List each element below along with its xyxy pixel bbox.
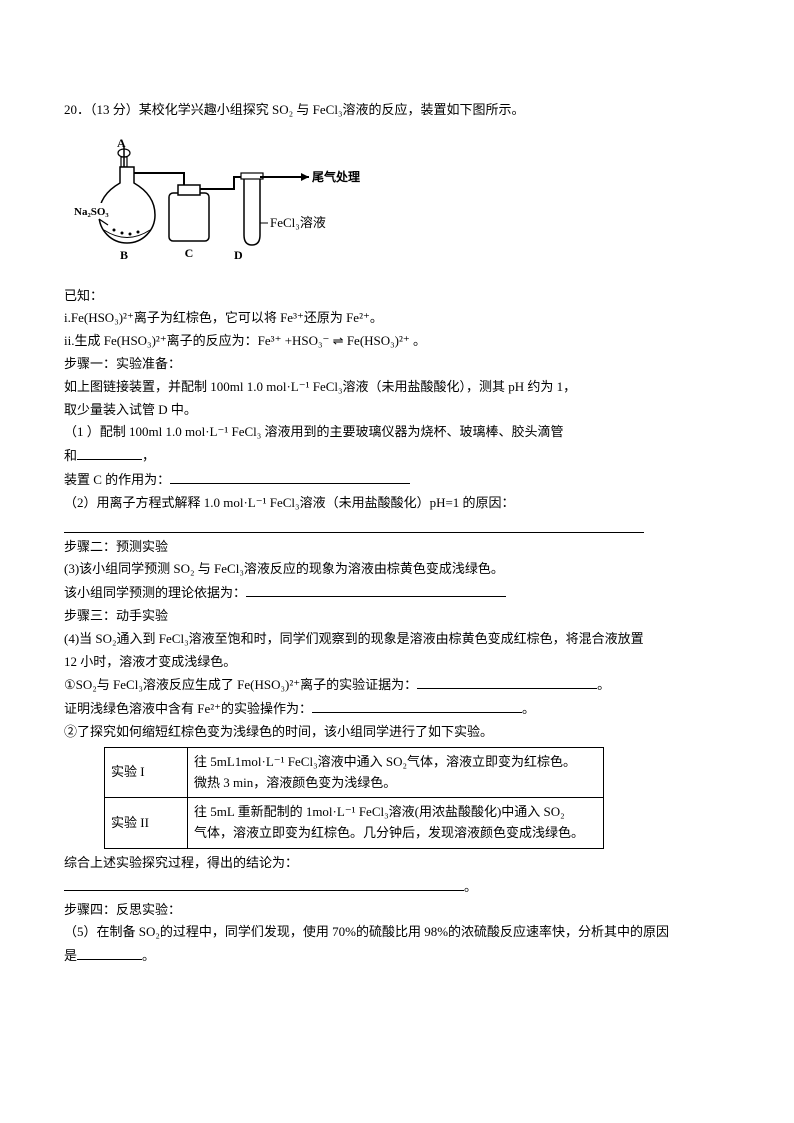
tail-gas-label: 尾气处理: [312, 169, 360, 184]
exp1-l1: 往 5mL1mol·L⁻¹ FeCl₃溶液中通入 SO₂气体，溶液立即变为红棕色…: [194, 752, 597, 773]
step3-q4a: (4)当 SO₂通入到 FeCl₃溶液至饱和时，同学们观察到的现象是溶液由棕黄色…: [64, 629, 730, 650]
table-row: 实验 II 往 5mL 重新配制的 1mol·L⁻¹ FeCl₃溶液(用浓盐酸酸…: [105, 798, 604, 849]
step3-q4c: ①SO₂与 FeCl₃溶液反应生成了 Fe(HSO₃)²⁺离子的实验证据为：。: [64, 674, 730, 696]
step3-q4b: 12 小时，溶液才变成浅绿色。: [64, 652, 730, 673]
question-intro: 某校化学兴趣小组探究 SO₂ 与 FeCl₃溶液的反应，装置如下图所示。: [139, 102, 525, 117]
q5b-text: 是: [64, 948, 77, 963]
step2-title: 步骤二：预测实验: [64, 537, 730, 558]
conclusion-line: 综合上述实验探究过程，得出的结论为：: [64, 853, 730, 874]
question-points: （13 分）: [90, 102, 139, 117]
table-row: 实验 I 往 5mL1mol·L⁻¹ FeCl₃溶液中通入 SO₂气体，溶液立即…: [105, 747, 604, 798]
blank-c-purpose: [170, 469, 410, 484]
exp1-l2: 微热 3 min，溶液颜色变为浅绿色。: [194, 773, 597, 794]
blank-evidence: [417, 674, 597, 689]
known-ii: ii.生成 Fe(HSO₃)²⁺离子的反应为：Fe³⁺ +HSO₃⁻ ⇌ Fe(…: [64, 331, 730, 352]
known-header: 已知：: [64, 286, 730, 307]
blank-reason: [77, 945, 142, 960]
blank-instrument: [77, 445, 142, 460]
q3b-text: 该小组同学预测的理论依据为：: [64, 585, 246, 600]
exp2-desc: 往 5mL 重新配制的 1mol·L⁻¹ FeCl₃溶液(用浓盐酸酸化)中通入 …: [188, 798, 604, 849]
blank-conclusion: [64, 876, 464, 891]
q1-text-a: （1 ）配制 100ml 1.0 mol·L⁻¹ FeCl₃ 溶液用到的主要玻璃…: [64, 424, 564, 439]
label-b: B: [120, 248, 128, 262]
step3-q4e: ②了探究如何缩短红棕色变为浅绿色的时间，该小组同学进行了如下实验。: [64, 722, 730, 743]
question-number: 20．: [64, 102, 90, 117]
q2-text: 装置 C 的作用为：: [64, 472, 170, 487]
exp1-desc: 往 5mL1mol·L⁻¹ FeCl₃溶液中通入 SO₂气体，溶液立即变为红棕色…: [188, 747, 604, 798]
q4c-text: ①SO₂与 FeCl₃溶液反应生成了 Fe(HSO₃)²⁺离子的实验证据为：: [64, 677, 417, 692]
blank-operation: [312, 698, 522, 713]
known-i: i.Fe(HSO₃)²⁺离子为红棕色，它可以将 Fe³⁺还原为 Fe²⁺。: [64, 308, 730, 329]
conclusion-blank-line: 。: [64, 876, 730, 898]
q1-comma: ，: [142, 448, 155, 463]
label-c: C: [185, 246, 194, 260]
step1-q1-cont: 和，: [64, 445, 730, 467]
label-d: D: [234, 248, 243, 262]
step1-line1: 如上图链接装置，并配制 100ml 1.0 mol·L⁻¹ FeCl₃溶液（未用…: [64, 377, 730, 398]
conclusion-tail: 。: [464, 879, 477, 894]
exp2-l1: 往 5mL 重新配制的 1mol·L⁻¹ FeCl₃溶液(用浓盐酸酸化)中通入 …: [194, 802, 597, 823]
step1-line2: 取少量装入试管 D 中。: [64, 400, 730, 421]
exp1-label: 实验 I: [105, 747, 188, 798]
step4-title: 步骤四：反思实验：: [64, 900, 730, 921]
exp2-label: 实验 II: [105, 798, 188, 849]
q5-tail: 。: [142, 948, 155, 963]
solid-label: 固体Na₂SO₃: [74, 203, 110, 219]
q1-text-b: 和: [64, 448, 77, 463]
experiment-table: 实验 I 往 5mL1mol·L⁻¹ FeCl₃溶液中通入 SO₂气体，溶液立即…: [104, 747, 604, 849]
step3-title: 步骤三：动手实验: [64, 606, 730, 627]
step1-title: 步骤一：实验准备：: [64, 354, 730, 375]
step1-q2: 装置 C 的作用为：: [64, 469, 730, 491]
question-header: 20．（13 分）某校化学兴趣小组探究 SO₂ 与 FeCl₃溶液的反应，装置如…: [64, 100, 730, 121]
fecl3-label: FeCl₃溶液: [270, 215, 326, 230]
apparatus-diagram: A B 固体Na₂SO₃ C D: [74, 135, 730, 272]
step4-q5b: 是。: [64, 945, 730, 967]
exp2-l2: 气体，溶液立即变为红棕色。几分钟后，发现溶液颜色变成浅绿色。: [194, 823, 597, 844]
step3-q4d: 证明浅绿色溶液中含有 Fe²⁺的实验操作为：。: [64, 698, 730, 720]
blank-theory: [246, 582, 506, 597]
step2-q3: (3)该小组同学预测 SO₂ 与 FeCl₃溶液反应的现象为溶液由棕黄色变成浅绿…: [64, 559, 730, 580]
step1-q1: （1 ）配制 100ml 1.0 mol·L⁻¹ FeCl₃ 溶液用到的主要玻璃…: [64, 422, 730, 443]
step2-q3b: 该小组同学预测的理论依据为：: [64, 582, 730, 604]
svg-text:固体Na₂SO₃: 固体Na₂SO₃: [74, 204, 109, 218]
step4-q5a: （5）在制备 SO₂的过程中，同学们发现，使用 70%的硫酸比用 98%的浓硫酸…: [64, 922, 730, 943]
q4d-text: 证明浅绿色溶液中含有 Fe²⁺的实验操作为：: [64, 701, 312, 716]
blank-ionic-equation: [64, 516, 644, 533]
step1-q3: （2）用离子方程式解释 1.0 mol·L⁻¹ FeCl₃溶液（未用盐酸酸化）p…: [64, 493, 730, 514]
